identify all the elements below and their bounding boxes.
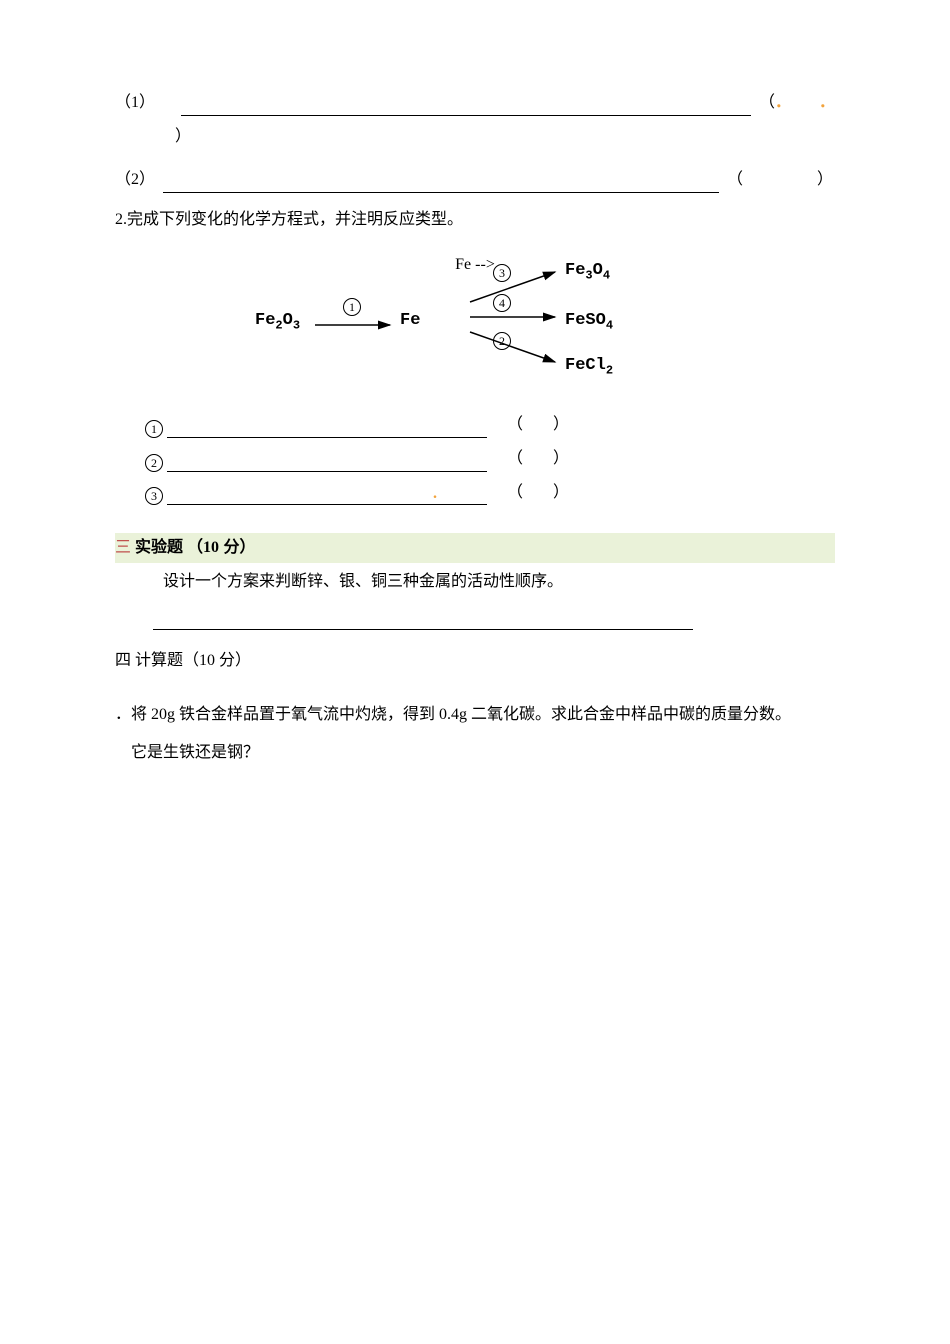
chem-fecl2: FeCl2	[565, 352, 613, 381]
q1-blank1-dot1: ．	[775, 90, 791, 116]
section4-header: 四 计算题（10 分）	[115, 648, 835, 674]
chem-fe3o4: Fe3O4	[565, 257, 610, 286]
chem-feso4: FeSO4	[565, 307, 613, 336]
eq3-num: 3	[145, 487, 163, 505]
q1-blank2-underline[interactable]	[163, 175, 719, 193]
q1-blank1-label: （1）	[115, 90, 155, 116]
q1-blank2-paren: （ ）	[727, 167, 835, 193]
eq3-paren: （）	[507, 480, 599, 506]
section-3: 三 实验题 （10 分） 设计一个方案来判断锌、银、铜三种金属的活动性顺序。	[115, 533, 835, 630]
q1-blank-2-row: （2） （ ）	[115, 167, 835, 193]
eq1-blank[interactable]	[167, 420, 487, 438]
section-4: 四 计算题（10 分） ．将 20g 铁合金样品置于氧气流中灼烧，得到 0.4g…	[115, 648, 835, 772]
section3-num: 三	[115, 539, 131, 556]
eq2-num: 2	[145, 454, 163, 472]
eq-line-1: 1 （）	[145, 412, 835, 438]
q2-prompt: 2.完成下列变化的化学方程式，并注明反应类型。	[115, 207, 835, 233]
section4-line2: 它是生铁还是钢？	[131, 734, 835, 772]
section3-body: 设计一个方案来判断锌、银、铜三种金属的活动性顺序。	[163, 569, 835, 595]
eq1-paren: （）	[507, 412, 599, 438]
q1-blank2-label: （2）	[115, 167, 155, 193]
section4-line1: ．将 20g 铁合金样品置于氧气流中灼烧，得到 0.4g 二氧化碳。求此合金中样…	[115, 696, 835, 734]
q1-blank1-underline[interactable]	[181, 98, 751, 116]
section3-points-num: 10	[203, 539, 219, 556]
section3-points-open: （	[187, 539, 203, 556]
eq-line-3: 3 . （）	[145, 480, 835, 506]
eq-line-2: 2 （）	[145, 446, 835, 472]
q1-blank1-open: （	[759, 90, 775, 116]
section3-title: 实验题	[135, 539, 183, 556]
eq3-blank[interactable]: .	[167, 487, 487, 505]
section3-answer-line[interactable]	[153, 612, 693, 630]
eq1-num: 1	[145, 420, 163, 438]
section4-body: ．将 20g 铁合金样品置于氧气流中灼烧，得到 0.4g 二氧化碳。求此合金中样…	[115, 696, 835, 773]
reaction-diagram: Fe --> Fe2O3 Fe 1 3 4 2 Fe3O4 Fe	[115, 252, 835, 382]
diagram-arrows	[255, 252, 695, 382]
q1-blank1-close: ）	[175, 124, 835, 150]
eq2-blank[interactable]	[167, 454, 487, 472]
q1-blank1-dot2: ．	[819, 90, 835, 116]
q1-blank-1-row: （1） （ ． ． ）	[115, 90, 835, 149]
section3-points-unit: 分）	[219, 539, 255, 556]
section-3-header: 三 实验题 （10 分）	[115, 533, 835, 563]
eq2-paren: （）	[507, 446, 599, 472]
